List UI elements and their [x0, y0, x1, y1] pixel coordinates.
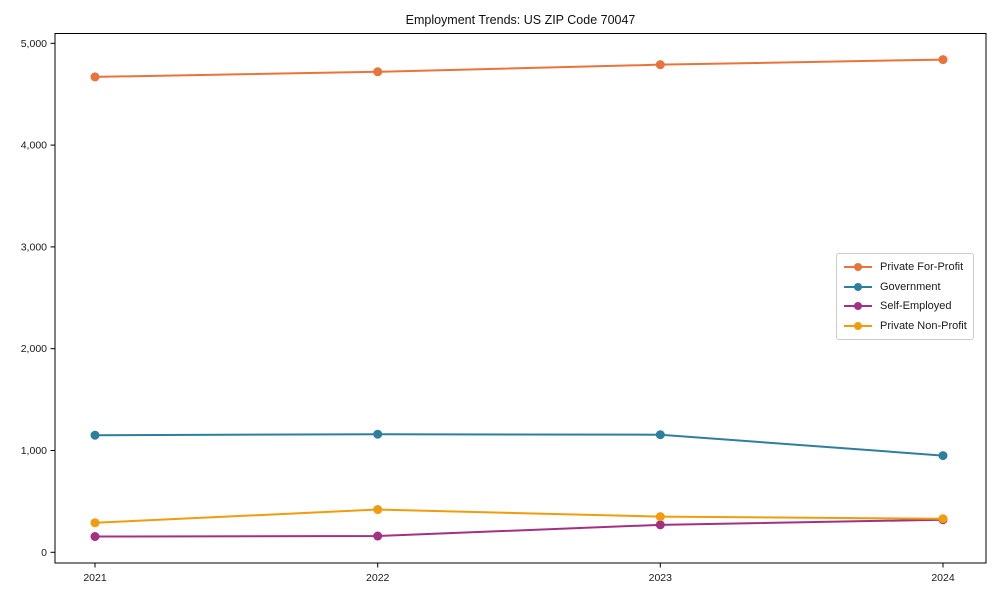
legend-item: Private For-Profit	[843, 258, 967, 276]
legend-item: Government	[843, 278, 967, 296]
data-point-marker	[90, 72, 100, 82]
legend-dot-sample	[854, 262, 862, 271]
legend-marker-icon	[844, 302, 872, 311]
data-point-marker	[938, 514, 948, 524]
plot-border	[54, 33, 987, 564]
data-point-marker	[90, 430, 100, 440]
legend-item: Private Non-Profit	[843, 317, 967, 335]
y-tick-label: 3,000	[21, 241, 47, 253]
series-line	[94, 433, 944, 457]
series-lines	[90, 55, 948, 542]
data-point-marker	[655, 60, 665, 70]
legend-item: Self-Employed	[843, 297, 967, 315]
data-point-marker	[373, 505, 383, 515]
chart-title: Employment Trends: US ZIP Code 70047	[405, 13, 636, 27]
y-tick-label: 5,000	[21, 38, 47, 50]
data-point-marker	[938, 451, 948, 461]
data-point-marker	[90, 532, 100, 542]
legend-dot-sample	[854, 302, 862, 311]
x-tick-label: 2024	[931, 572, 955, 584]
legend-label: Self-Employed	[880, 300, 952, 313]
y-tick-label: 1,000	[21, 445, 47, 457]
data-point-marker	[938, 55, 948, 65]
legend-dot-sample	[854, 282, 862, 291]
series-line	[94, 508, 944, 524]
y-axis: 0 1,000 2,000 3,000 4,000 5,000	[21, 38, 55, 559]
series-line	[94, 518, 944, 538]
series-line	[94, 58, 944, 78]
x-tick-label: 2021	[83, 572, 107, 584]
data-point-marker	[655, 430, 665, 440]
x-tick-label: 2022	[366, 572, 390, 584]
data-point-marker	[655, 512, 665, 522]
data-point-marker	[655, 520, 665, 530]
data-point-marker	[373, 531, 383, 541]
x-tick-label: 2023	[649, 572, 673, 584]
legend-label: Private For-Profit	[880, 260, 964, 273]
legend: Private For-Profit Government Self-Employe…	[836, 253, 974, 340]
legend-marker-icon	[844, 282, 872, 291]
data-point-marker	[373, 429, 383, 439]
legend-marker-icon	[844, 262, 872, 271]
legend-dot-sample	[854, 322, 862, 331]
legend-marker-icon	[844, 322, 872, 331]
data-point-marker	[373, 67, 383, 77]
data-point-marker	[90, 518, 100, 528]
legend-label: Private Non-Profit	[880, 320, 967, 333]
y-tick-label: 4,000	[21, 140, 47, 152]
x-axis: 2021 2022 2023 2024	[83, 563, 955, 584]
legend-label: Government	[880, 280, 941, 293]
y-tick-label: 0	[41, 547, 47, 559]
y-tick-label: 2,000	[21, 343, 47, 355]
